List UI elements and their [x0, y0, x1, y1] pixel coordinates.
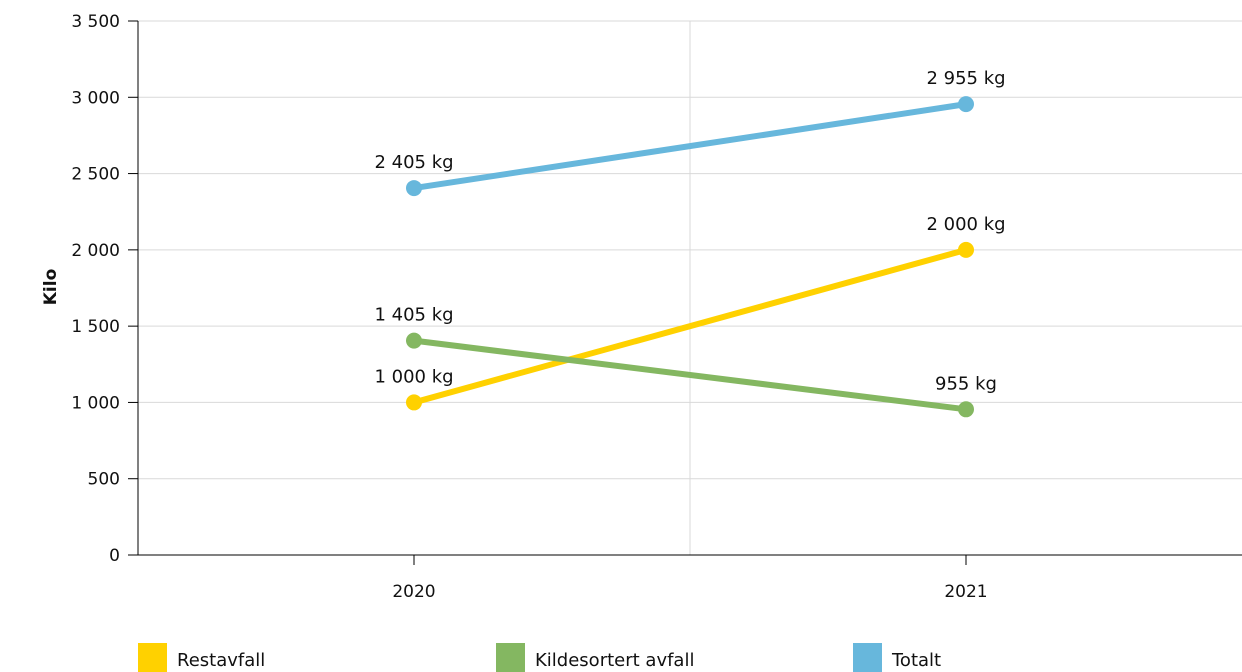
data-label-restavfall: 1 000 kg	[374, 366, 453, 387]
y-tick-label: 500	[88, 470, 120, 490]
x-tick-label: 2020	[392, 582, 435, 602]
y-tick-labels: 0 500 1 000 1 500 2 000 2 500 3 000 3 500	[71, 12, 120, 566]
y-tick-label: 1 000	[71, 393, 120, 413]
data-point-restavfall[interactable]	[958, 242, 974, 258]
data-point-restavfall[interactable]	[406, 394, 422, 410]
data-point-kildesortert-avfall[interactable]	[406, 333, 422, 349]
legend-label: Restavfall	[177, 650, 265, 671]
data-label-restavfall: 2 000 kg	[926, 214, 1005, 235]
y-axis-title: Kilo	[41, 269, 61, 306]
y-tick-label: 1 500	[71, 317, 120, 337]
legend-item-totalt[interactable]: Totalt	[853, 643, 941, 672]
legend-swatch	[496, 643, 525, 672]
y-tick-label: 3 500	[71, 12, 120, 32]
data-label-kildesortert-avfall: 1 405 kg	[374, 305, 453, 326]
x-tick-label: 2021	[944, 582, 987, 602]
x-tick-labels: 2020 2021	[392, 582, 987, 602]
data-point-totalt[interactable]	[406, 180, 422, 196]
legend-label: Totalt	[891, 650, 941, 671]
data-label-kildesortert-avfall: 955 kg	[935, 373, 997, 394]
y-tick-label: 2 000	[71, 241, 120, 261]
grid-lines	[138, 21, 1242, 555]
data-point-kildesortert-avfall[interactable]	[958, 401, 974, 417]
legend-label: Kildesortert avfall	[535, 650, 694, 671]
data-label-totalt: 2 955 kg	[926, 68, 1005, 89]
y-tick-label: 3 000	[71, 88, 120, 108]
legend-swatch	[853, 643, 882, 672]
legend-item-kildesortert-avfall[interactable]: Kildesortert avfall	[496, 643, 694, 672]
y-tick-label: 0	[109, 546, 120, 566]
data-point-totalt[interactable]	[958, 96, 974, 112]
data-label-totalt: 2 405 kg	[374, 152, 453, 173]
y-tick-label: 2 500	[71, 165, 120, 185]
legend-item-restavfall[interactable]: Restavfall	[138, 643, 265, 672]
legend-swatch	[138, 643, 167, 672]
axes	[128, 21, 1242, 565]
legend[interactable]: Restavfall Kildesortert avfall Totalt	[138, 643, 941, 672]
